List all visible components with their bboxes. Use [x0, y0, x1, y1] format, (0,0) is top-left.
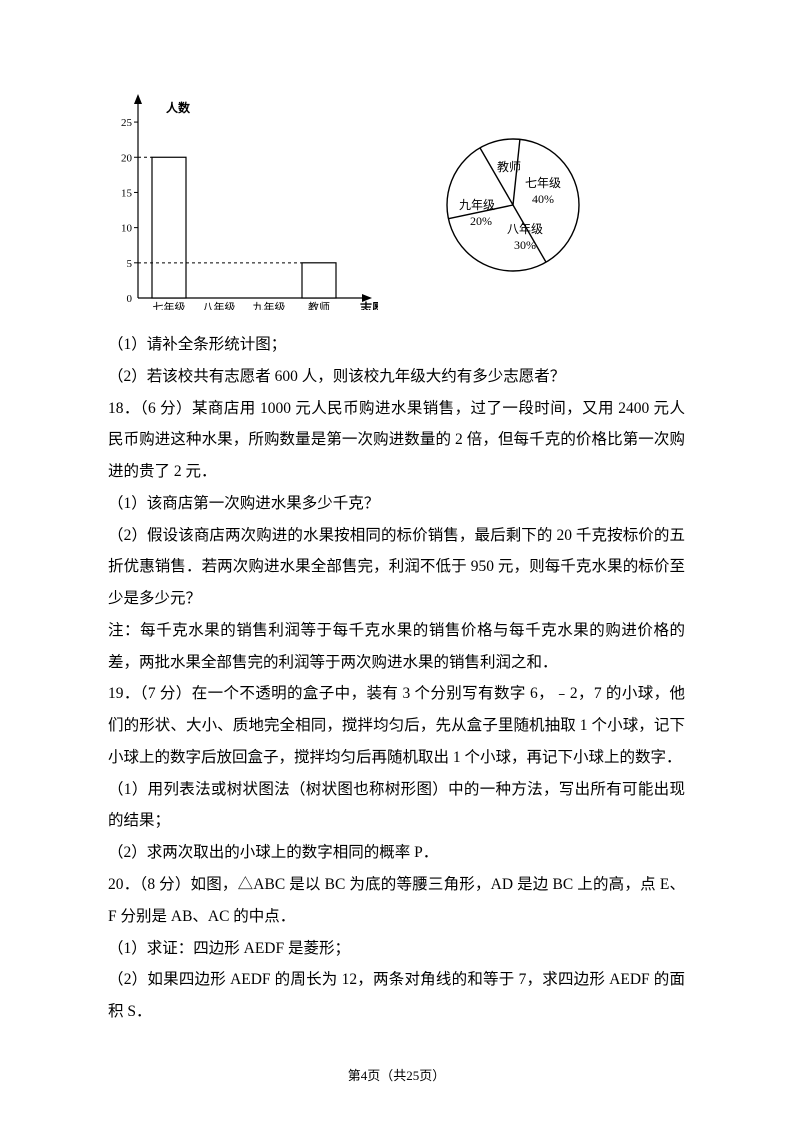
svg-text:5: 5 — [127, 258, 133, 270]
svg-text:八年级: 八年级 — [507, 222, 543, 236]
svg-text:教师: 教师 — [308, 301, 330, 310]
svg-text:40%: 40% — [532, 192, 554, 206]
paragraph: （2）求两次取出的小球上的数字相同的概率 P． — [108, 837, 685, 869]
paragraph: （1）该商店第一次购进水果多少千克？ — [108, 488, 685, 520]
paragraph: 注：每千克水果的销售利润等于每千克水果的销售价格与每千克水果的购进价格的差，两批… — [108, 615, 685, 679]
svg-text:九年级: 九年级 — [253, 300, 286, 310]
svg-text:人数: 人数 — [166, 100, 191, 115]
paragraph: 20．（8 分）如图，△ABC 是以 BC 为底的等腰三角形，AD 是边 BC … — [108, 869, 685, 933]
paragraph: （2）如果四边形 AEDF 的周长为 12，两条对角线的和等于 7，求四边形 A… — [108, 964, 685, 1028]
svg-text:30%: 30% — [514, 238, 536, 252]
svg-text:教师: 教师 — [497, 159, 521, 174]
svg-text:20%: 20% — [470, 214, 492, 228]
svg-text:九年级: 九年级 — [459, 198, 495, 212]
paragraph: 18．（6 分）某商店用 1000 元人民币购进水果销售，过了一段时间，又用 2… — [108, 393, 685, 488]
footer-middle: 页（共 — [367, 1068, 406, 1083]
footer-total: 25 — [406, 1068, 419, 1083]
paragraph: （2）若该校共有志愿者 600 人，则该校九年级大约有多少志愿者？ — [108, 361, 685, 393]
paragraph: （2）假设该商店两次购进的水果按相同的标价销售，最后剩下的 20 千克按标价的五… — [108, 520, 685, 615]
svg-text:10: 10 — [121, 223, 133, 235]
paragraph: （1）用列表法或树状图法（树状图也称树形图）中的一种方法，写出所有可能出现的结果… — [108, 774, 685, 838]
page-footer: 第4页（共25页） — [0, 1065, 793, 1084]
svg-text:七年级: 七年级 — [525, 176, 561, 190]
svg-text:20: 20 — [121, 152, 133, 164]
svg-text:八年级: 八年级 — [203, 300, 236, 310]
paragraph: （1）求证：四边形 AEDF 是菱形； — [108, 933, 685, 965]
bar-chart: 人数志愿者0510152025七年级八年级九年级教师 — [108, 90, 378, 315]
svg-text:七年级: 七年级 — [153, 300, 186, 310]
svg-text:15: 15 — [121, 187, 133, 199]
svg-text:0: 0 — [127, 293, 133, 305]
footer-suffix: 页） — [419, 1068, 445, 1083]
svg-text:25: 25 — [121, 117, 133, 129]
paragraph: （1）请补全条形统计图； — [108, 329, 685, 361]
footer-prefix: 第 — [348, 1068, 361, 1083]
pie-chart: 七年级 40% 八年级 30% 九年级 20% 教师 — [428, 90, 598, 285]
question-body: （1）请补全条形统计图；（2）若该校共有志愿者 600 人，则该校九年级大约有多… — [108, 329, 685, 1028]
paragraph: 19．（7 分）在一个不透明的盒子中，装有 3 个分别写有数字 6，﹣2，7 的… — [108, 678, 685, 773]
